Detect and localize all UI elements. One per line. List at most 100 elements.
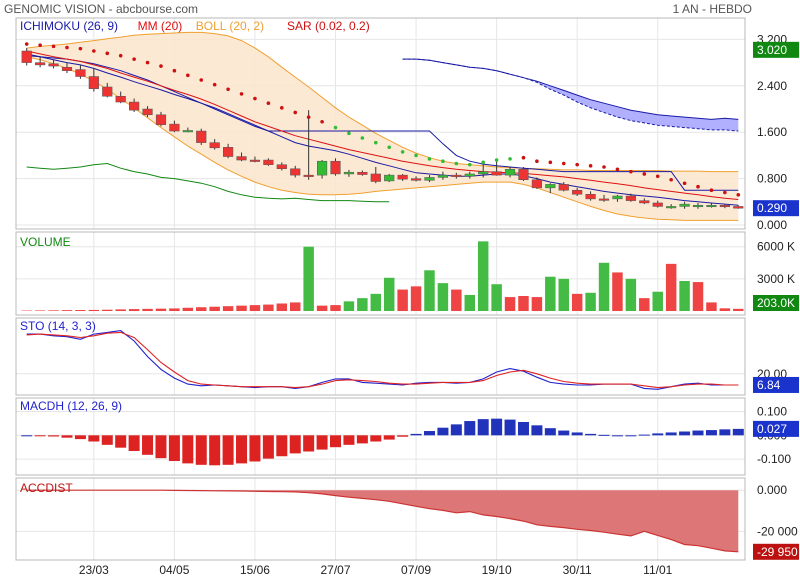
macd-bar <box>571 432 583 436</box>
candle-body <box>249 159 261 162</box>
volume-bar <box>343 301 355 311</box>
volume-bar <box>652 291 663 311</box>
macd-bar <box>61 435 73 438</box>
volume-bar <box>357 298 368 311</box>
macd-bar <box>195 435 207 465</box>
volume-bar <box>370 293 382 311</box>
candle-body <box>666 206 677 209</box>
macd-bar <box>679 431 691 436</box>
last-value-badge-1: 0.290 <box>757 201 787 215</box>
sar-dot <box>655 174 660 179</box>
sar-dot <box>709 188 714 192</box>
sar-dot <box>78 46 83 51</box>
macd-bar <box>343 435 355 445</box>
macd-bar <box>168 435 180 462</box>
macd-bar <box>276 435 288 457</box>
sar-dot <box>588 164 593 168</box>
sar-dot <box>736 193 741 197</box>
ichimoku-span-b-line <box>402 58 739 132</box>
volume-bar <box>410 286 422 311</box>
sar-dot <box>467 162 472 167</box>
macd-bar <box>370 435 382 442</box>
macd-bar <box>182 435 194 464</box>
candle-body <box>424 177 435 181</box>
candle-body <box>585 194 596 200</box>
volume-bar <box>142 308 153 311</box>
y-tick-label: 3000 K <box>757 272 795 286</box>
candle-body <box>196 130 207 143</box>
candle-body <box>451 174 462 177</box>
volume-bar <box>571 293 583 311</box>
y-tick-label: 0.000 <box>757 483 787 497</box>
x-tick-label: 27/07 <box>320 563 350 577</box>
volume-bar <box>155 308 167 311</box>
candle-body <box>397 174 408 180</box>
candle-body <box>692 205 704 208</box>
volume-bar <box>585 292 596 311</box>
sar-dot <box>508 157 512 161</box>
sar-dot <box>51 44 56 49</box>
macd-bar <box>155 435 167 459</box>
macd-bar <box>437 427 449 436</box>
macd-bar <box>397 435 409 437</box>
sar-dot <box>118 53 123 58</box>
candle-body <box>88 76 99 89</box>
candle-body <box>35 62 46 66</box>
panel-frame-4 <box>15 477 746 561</box>
volume-last-badge-bg <box>753 295 799 311</box>
candle-body <box>209 142 220 149</box>
volume-bar <box>383 277 395 311</box>
candle-body <box>330 160 341 175</box>
volume-bar <box>182 307 194 311</box>
x-tick-label: 15/06 <box>240 563 270 577</box>
volume-bar <box>692 282 704 311</box>
candle-body <box>531 179 542 189</box>
volume-bar <box>263 304 274 311</box>
macd-bar <box>88 435 100 442</box>
y-tick-label: 2.400 <box>757 79 787 93</box>
sar-dot <box>387 145 392 150</box>
candle-body <box>276 164 287 169</box>
macd-bar <box>222 435 234 465</box>
y-tick-label: -0.100 <box>757 452 791 466</box>
sar-dot <box>105 51 110 56</box>
bollinger-lower-line <box>26 56 739 221</box>
volume-bar <box>464 294 476 311</box>
volume-bar <box>115 309 126 311</box>
volume-bar <box>303 246 314 311</box>
x-tick-label: 19/10 <box>482 563 512 577</box>
sar-dot <box>212 82 217 87</box>
candle-body <box>290 168 301 176</box>
macd-bar <box>356 435 368 444</box>
volume-bar <box>34 310 46 311</box>
volume-bar <box>196 307 207 311</box>
volume-bar <box>558 278 569 311</box>
macd-bar <box>303 435 315 452</box>
y-tick-label: 6000 K <box>757 240 795 254</box>
candle-body <box>129 101 140 111</box>
volume-bar <box>612 272 623 311</box>
sar-dot <box>293 110 298 115</box>
volume-bar <box>316 305 328 311</box>
candle-body <box>182 130 193 133</box>
sar-dot <box>481 160 485 165</box>
macd-bar <box>611 435 623 437</box>
macd-bar <box>531 425 543 436</box>
volume-bar <box>733 308 744 311</box>
volume-bar <box>665 263 677 311</box>
macd-bar <box>665 432 677 436</box>
sar-dot <box>280 106 284 110</box>
sto-k-line <box>26 330 739 390</box>
candle-body <box>733 206 744 209</box>
candle-body <box>612 195 623 200</box>
sar-dot <box>38 43 42 47</box>
sar-dot <box>723 190 727 195</box>
candle-body <box>504 169 516 176</box>
candle-body <box>357 171 368 175</box>
macd-bar <box>504 419 516 436</box>
volume-bar <box>222 306 234 311</box>
sar-dot <box>494 158 499 162</box>
sar-dot <box>226 87 230 92</box>
macd-bar <box>249 435 261 462</box>
